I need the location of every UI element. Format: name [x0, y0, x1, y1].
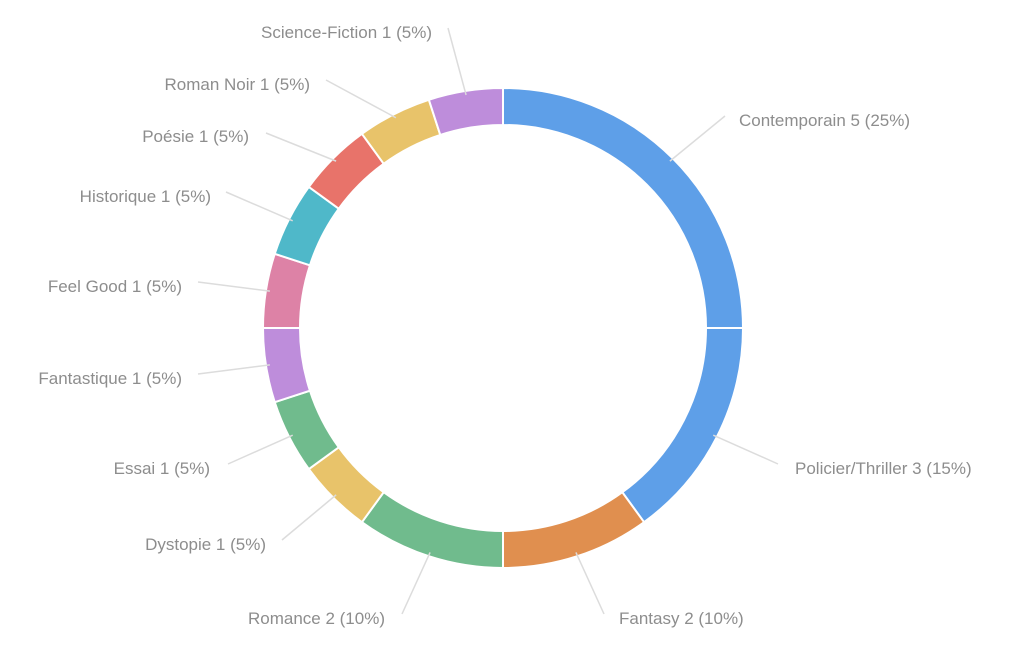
slice-label-feel-good: Feel Good 1 (5%) [48, 277, 182, 296]
leader-line-dystopie [281, 494, 337, 541]
slice-label-fantastique: Fantastique 1 (5%) [38, 369, 182, 388]
slice-label-essai: Essai 1 (5%) [114, 459, 210, 478]
slice-label-poesie: Poésie 1 (5%) [142, 127, 249, 146]
leader-line-fantastique [197, 364, 270, 375]
leader-line-policier-thriller [712, 434, 779, 465]
slice-policier-thriller[interactable] [620, 327, 745, 524]
slice-romance[interactable] [360, 490, 504, 570]
leader-line-contemporain [669, 115, 726, 162]
slices-layer [261, 86, 745, 570]
leader-line-science-fiction [447, 27, 467, 96]
slice-contemporain[interactable] [502, 86, 745, 329]
slice-label-roman-noir: Roman Noir 1 (5%) [165, 75, 311, 94]
leader-line-romance [401, 552, 431, 615]
slice-labels-layer: Contemporain 5 (25%) Policier/Thriller 3 … [38, 23, 971, 628]
leader-line-essai [227, 434, 294, 465]
leader-line-roman-noir [325, 79, 397, 119]
leader-line-historique [225, 191, 294, 222]
leader-line-feel-good [197, 281, 270, 292]
slice-label-romance: Romance 2 (10%) [248, 609, 385, 628]
leader-line-fantasy [575, 552, 605, 615]
slice-science-fiction[interactable] [427, 86, 504, 137]
slice-label-policier-thriller: Policier/Thriller 3 (15%) [795, 459, 972, 478]
slice-label-contemporain: Contemporain 5 (25%) [739, 111, 910, 130]
slice-label-dystopie: Dystopie 1 (5%) [145, 535, 266, 554]
slice-fantasy[interactable] [502, 490, 646, 570]
leader-lines-layer [197, 27, 779, 615]
slice-fantastique[interactable] [261, 327, 312, 404]
leader-line-poesie [265, 132, 337, 162]
slice-label-fantasy: Fantasy 2 (10%) [619, 609, 744, 628]
slice-feel-good[interactable] [261, 252, 312, 329]
slice-label-science-fiction: Science-Fiction 1 (5%) [261, 23, 432, 42]
slice-label-historique: Historique 1 (5%) [80, 187, 211, 206]
